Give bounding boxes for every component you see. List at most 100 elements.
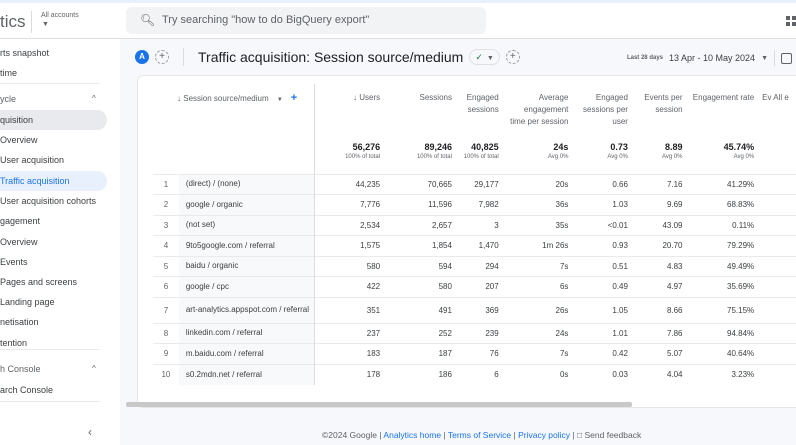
date-range-label: Last 28 days bbox=[626, 55, 663, 61]
column-header[interactable]: ↓ Users bbox=[313, 84, 385, 142]
total-share: 100% of total bbox=[463, 154, 499, 160]
sidebar-item[interactable]: Overview bbox=[0, 130, 107, 150]
table-row[interactable]: 8 linkedin.com / referral 237 252 239 24s 1.01… bbox=[153, 322, 796, 344]
sidebar-item[interactable]: ycle ^ bbox=[0, 89, 107, 109]
table-row[interactable]: 6 google / cpc 422 580 207 6s 0.49 4.97 35.69% bbox=[153, 276, 796, 297]
sidebar-item[interactable]: netisation bbox=[0, 312, 107, 332]
sidebar-item[interactable]: Pages and screens bbox=[0, 272, 107, 292]
add-dimension-icon[interactable]: + bbox=[290, 92, 298, 104]
dimension-cell: linkedin.com / referral bbox=[178, 322, 315, 344]
total-cell: 45.74% Avg 0% bbox=[687, 142, 759, 174]
metric-cell: 5.07 bbox=[631, 343, 687, 364]
comparison-avatar[interactable]: A bbox=[135, 50, 149, 64]
table-row[interactable]: 3 (not set) 2,534 2,657 3 35s <0.01 43.09 0.11% bbox=[153, 214, 796, 236]
sidebar-item[interactable]: quisition bbox=[0, 110, 107, 130]
top-strip bbox=[0, 0, 796, 3]
sidebar-item[interactable]: arch Console bbox=[0, 380, 107, 400]
row-number: 5 bbox=[153, 255, 179, 277]
chevron-up-icon[interactable]: ^ bbox=[92, 94, 96, 103]
sidebar-item-label: netisation bbox=[0, 317, 39, 327]
column-header[interactable]: Ev All e bbox=[758, 84, 796, 142]
customize-report-icon[interactable] bbox=[781, 52, 792, 64]
add-icon[interactable]: + bbox=[505, 50, 520, 64]
search-bar[interactable]: 🔍︎ Try searching "how to do BigQuery exp… bbox=[126, 7, 486, 34]
caret-down-icon: ▼ bbox=[276, 97, 283, 103]
metric-cell: 186 bbox=[384, 363, 456, 385]
status-dropdown[interactable]: ✓ ▼ bbox=[469, 49, 500, 65]
metric-cell: 24s bbox=[502, 322, 573, 344]
sidebar-item[interactable]: gagement bbox=[0, 211, 107, 231]
send-feedback-link[interactable]: Send feedback bbox=[584, 430, 642, 440]
product-name[interactable]: tics bbox=[0, 12, 26, 31]
add-comparison-icon[interactable]: + bbox=[155, 50, 169, 64]
metric-cell: 3.23% bbox=[686, 363, 759, 385]
report-title-group: A + Traffic acquisition: Session source/… bbox=[135, 48, 520, 66]
metric-cell: 7.16 bbox=[631, 173, 687, 195]
privacy-link[interactable]: Privacy policy bbox=[518, 430, 571, 440]
sidebar-item[interactable]: User acquisition bbox=[0, 150, 107, 170]
collapse-sidebar-icon[interactable]: ‹ bbox=[88, 425, 92, 439]
analytics-home-link[interactable]: Analytics home bbox=[383, 430, 442, 440]
metric-cell: 0s bbox=[502, 363, 573, 385]
dimension-cell: m.baidu.com / referral bbox=[178, 343, 315, 364]
metric-cell: 11,596 bbox=[384, 194, 456, 215]
sidebar-item-label: User acquisition cohorts bbox=[0, 196, 97, 206]
column-header-label: Engaged sessions per user bbox=[583, 93, 628, 126]
metric-cell: 580 bbox=[384, 276, 456, 297]
sidebar-item[interactable]: Traffic acquisition bbox=[0, 171, 107, 191]
horizontal-scrollbar[interactable] bbox=[126, 402, 632, 407]
apps-grid-icon[interactable] bbox=[786, 16, 796, 26]
table-row[interactable]: 1 (direct) / (none) 44,235 70,665 29,177 20s 0… bbox=[153, 173, 796, 195]
top-bar: tics All accounts ▼ 🔍︎ Try searching "how… bbox=[0, 3, 796, 39]
terms-link[interactable]: Terms of Service bbox=[447, 430, 512, 440]
table-row[interactable]: 10 s0.2mdn.net / referral 178 186 6 0s 0.03 4.0… bbox=[153, 363, 796, 385]
metric-cell: 4.04 bbox=[631, 363, 687, 385]
row-number: 3 bbox=[153, 214, 179, 236]
column-header-label: Engagement rate bbox=[692, 93, 755, 102]
metric-cell: 252 bbox=[384, 322, 456, 344]
table-row[interactable]: 4 9to5google.com / referral 1,575 1,854 1,47… bbox=[153, 235, 796, 256]
sidebar-item-label: h Console bbox=[0, 364, 41, 374]
column-header[interactable]: Engagement rate bbox=[687, 84, 759, 142]
sidebar-item[interactable]: time bbox=[0, 63, 107, 83]
sidebar-item[interactable]: Landing page bbox=[0, 292, 107, 312]
search-input[interactable]: Try searching "how to do BigQuery export… bbox=[162, 14, 370, 26]
sidebar-item[interactable]: h Console ^ bbox=[0, 359, 107, 379]
column-header[interactable]: Sessions bbox=[384, 84, 456, 142]
sidebar-item[interactable]: Events bbox=[0, 252, 107, 272]
table-row[interactable]: 9 m.baidu.com / referral 183 187 76 7s 0.42 5.0… bbox=[153, 343, 796, 364]
table-row[interactable]: 2 google / organic 7,776 11,596 7,982 36s 1.03… bbox=[153, 194, 796, 215]
total-value: 24s bbox=[553, 142, 569, 152]
total-value: 56,276 bbox=[352, 142, 381, 152]
search-icon: 🔍︎ bbox=[140, 13, 156, 27]
account-picker[interactable]: All accounts ▼ bbox=[41, 12, 79, 28]
sidebar-item[interactable]: tention bbox=[0, 333, 107, 353]
column-header[interactable]: Engaged sessions per user bbox=[572, 84, 632, 142]
total-value: 45.74% bbox=[723, 142, 755, 152]
metric-cell: 3 bbox=[455, 214, 503, 236]
sidebar-item[interactable]: User acquisition cohorts bbox=[0, 191, 107, 211]
date-range-picker[interactable]: 13 Apr - 10 May 2024 bbox=[669, 53, 756, 63]
column-header-label: Users bbox=[359, 93, 381, 102]
row-number: 10 bbox=[153, 363, 179, 385]
caret-down-icon[interactable]: ▼ bbox=[761, 54, 768, 62]
sidebar-item[interactable]: rts snapshot bbox=[0, 43, 107, 63]
sidebar-item-label: tention bbox=[0, 338, 28, 348]
metric-cell: 35s bbox=[502, 214, 573, 236]
table-row[interactable]: 7 art-analytics.appspot.com / referral 351… bbox=[153, 296, 796, 323]
column-header[interactable]: Average engagement time per session bbox=[503, 84, 573, 142]
column-header[interactable]: Events per session bbox=[632, 84, 687, 142]
sidebar-item[interactable]: Overview bbox=[0, 232, 107, 252]
dimension-header[interactable]: ↓ Session source/medium ▼ + bbox=[177, 92, 298, 104]
chevron-up-icon[interactable]: ^ bbox=[92, 364, 96, 373]
row-number: 2 bbox=[153, 194, 179, 215]
table-row[interactable]: 5 baidu / organic 580 594 294 7s 0.51 4.83 49.49… bbox=[153, 255, 796, 277]
metric-cell: 20s bbox=[502, 173, 573, 195]
sidebar-item-label: User acquisition bbox=[0, 155, 65, 165]
metric-cell: 187 bbox=[384, 343, 456, 364]
column-header-label: Sessions bbox=[419, 93, 452, 102]
total-cell: 56,276 100% of total bbox=[313, 142, 385, 174]
total-share: 100% of total bbox=[416, 154, 452, 160]
column-header[interactable]: Engaged sessions bbox=[456, 84, 503, 142]
metric-cell: 1,575 bbox=[313, 235, 385, 256]
